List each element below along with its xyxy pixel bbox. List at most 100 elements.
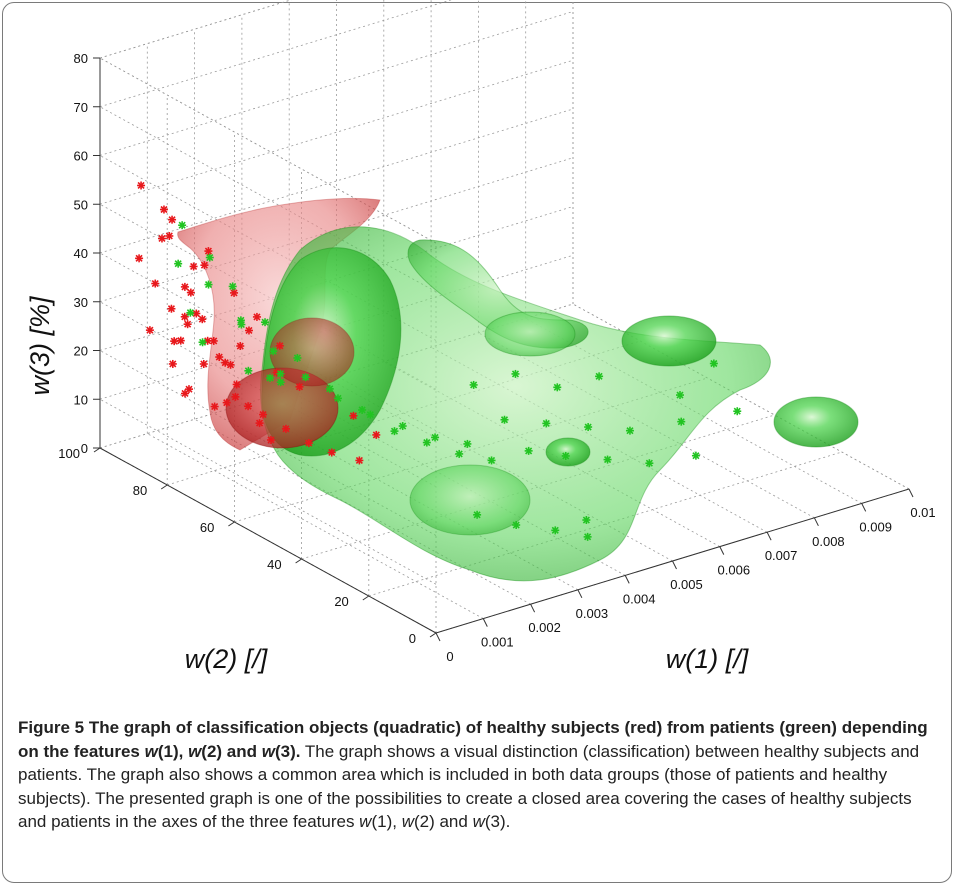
patient-point [583,532,592,541]
patient-point [524,446,533,455]
patient-point [204,280,213,289]
x-tick-mark [530,603,536,613]
star-stroke [276,370,285,378]
patient-point [174,259,183,268]
y-tick-label: 40 [267,557,281,572]
healthy-point [159,205,168,214]
z-tick-label: 80 [74,51,88,66]
star-stroke [221,359,229,367]
star-stroke [542,419,550,427]
star-stroke [293,354,301,362]
x-tick-label: 0.005 [670,577,703,592]
healthy-point [222,398,231,407]
feature-w3-index: (3). [484,812,511,831]
star-stroke [277,378,285,386]
grid-line [147,433,484,619]
patient-point [709,359,718,368]
star-stroke [349,412,357,420]
star-stroke [255,419,264,427]
caption-body: The graph shows a visual distinction (cl… [18,741,920,832]
feature-w1-symbol: w [359,812,372,831]
healthy-point [199,359,208,368]
star-stroke [487,456,496,464]
star-stroke [158,234,166,243]
healthy-point [137,181,146,190]
x-tick-mark [766,531,772,541]
patient-point [603,455,612,464]
ylabel: w(2) [/] [185,644,269,674]
patient-point [205,253,214,262]
patient-point [266,373,275,382]
star-stroke [692,452,700,460]
y-axis-line [99,447,437,634]
feature-w1-symbol: w [144,741,158,761]
star-stroke [305,439,313,447]
star-stroke [626,427,634,435]
healthy-point [255,419,264,428]
x-tick-label: 0.009 [859,519,892,534]
star-stroke [177,337,185,345]
healthy-point [180,312,189,321]
star-stroke [553,383,561,391]
star-stroke [204,247,212,255]
star-stroke [267,436,275,444]
healthy-point [181,389,190,398]
star-stroke [160,205,168,214]
x-tick-label: 0.001 [481,635,514,650]
star-stroke [302,373,310,381]
patient-point [244,366,253,375]
star-stroke [210,337,218,345]
healthy-point [210,402,219,411]
patient-point [276,378,285,387]
star-stroke [244,367,252,375]
grid-line [99,398,437,585]
star-stroke [170,337,178,345]
healthy-point [186,288,195,297]
star-stroke [192,309,200,318]
feature-w2-index: (2) and [201,741,262,761]
patient-point [198,338,207,347]
star-stroke [266,374,274,382]
star-stroke [190,262,198,271]
star-stroke [181,389,189,398]
feature-w1-index: (1), [157,741,189,761]
patient-point [677,417,686,426]
healthy-point [275,341,284,350]
patient-point [422,438,431,447]
figure-label: Figure 5 [18,718,85,737]
healthy-point [135,254,144,263]
star-stroke [390,427,399,435]
star-stroke [229,282,237,291]
x-tick-label: 0.006 [718,563,751,578]
star-stroke [181,283,189,291]
z-tick-label: 0 [81,441,88,456]
patient-point [463,439,472,448]
star-stroke [169,360,177,368]
patient-point [301,373,310,382]
star-stroke [584,533,592,541]
axis-labels: w(3) [%] w(2) [/] w(1) [/] [25,295,750,674]
healthy-point [200,261,209,270]
star-stroke [198,338,207,346]
healthy-point [204,247,213,256]
healthy-point [226,360,235,369]
patients-surface-blob [409,464,531,536]
patient-point [469,380,478,389]
classification-surfaces [177,197,859,582]
star-stroke [710,359,718,368]
healthy-point [151,279,160,288]
chart-3d-plot: 0 0.001 0.002 0.003 0.004 0.005 0.006 0.007 0.00… [25,0,936,674]
star-stroke [584,423,592,431]
star-stroke [276,342,284,350]
x-tick-mark [861,503,867,512]
star-stroke [230,289,238,297]
x-tick-mark [435,632,441,642]
patient-point [261,318,270,327]
healthy-point [252,312,261,321]
healthy-point [327,448,336,457]
feature-w3-symbol: w [472,812,485,831]
feature-w3-symbol: w [261,741,275,761]
x-tick-mark [482,618,488,627]
x-tick-label: 0.002 [528,620,561,635]
z-tick-label: 60 [74,149,88,164]
